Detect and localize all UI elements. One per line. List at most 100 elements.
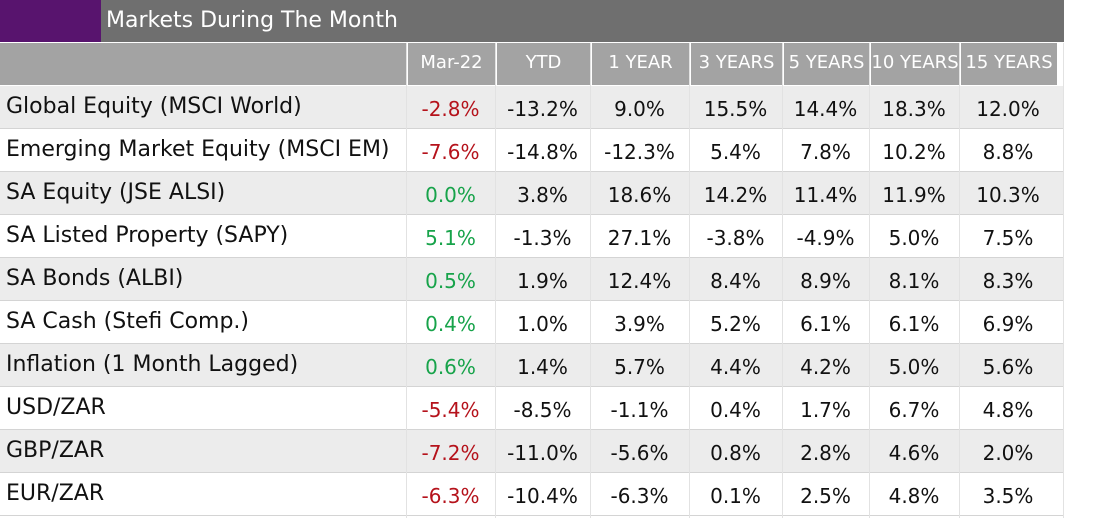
month-return-cell: -7.6% (421, 140, 480, 164)
column-header: YTD (495, 43, 590, 85)
return-cell: 18.3% (882, 97, 946, 121)
month-return-cell: 0.5% (425, 269, 476, 293)
table-row: SA Listed Property (SAPY) 5.1% -1.3% 27.1% -… (0, 215, 1064, 258)
return-cell: 5.0% (888, 355, 940, 379)
return-cell: 4.2% (800, 355, 851, 379)
return-cell: 11.4% (793, 183, 858, 207)
month-return-cell: 0.6% (425, 355, 476, 379)
return-cell: 2.5% (800, 484, 851, 508)
column-header: Mar-22 (406, 43, 495, 85)
return-cell: -3.8% (706, 226, 765, 250)
grid-divider (1063, 43, 1064, 518)
return-cell: 4.8% (982, 398, 1034, 422)
header-blank-cell (0, 43, 406, 85)
return-cell: 12.4% (607, 269, 672, 293)
column-header: 1 YEAR (590, 43, 689, 85)
return-cell: 1.7% (800, 398, 851, 422)
return-cell: -11.0% (507, 441, 578, 465)
return-cell: 1.9% (517, 269, 568, 293)
return-cell: 9.0% (614, 97, 665, 121)
return-cell: -14.8% (507, 140, 578, 164)
row-label: Global Equity (MSCI World) (6, 94, 302, 119)
table-title: Markets During The Month (106, 8, 398, 33)
month-return-cell: 0.4% (425, 312, 476, 336)
row-label: EUR/ZAR (6, 481, 105, 506)
return-cell: 10.3% (976, 183, 1040, 207)
row-label: SA Equity (JSE ALSI) (6, 180, 226, 205)
return-cell: 0.1% (710, 484, 761, 508)
grid-divider (406, 43, 407, 518)
return-cell: 5.6% (982, 355, 1034, 379)
grid-divider (590, 43, 591, 518)
column-header: 5 YEARS (782, 43, 869, 85)
return-cell: 8.4% (710, 269, 761, 293)
return-cell: -10.4% (507, 484, 578, 508)
return-cell: 7.5% (982, 226, 1034, 250)
month-return-cell: -2.8% (421, 97, 480, 121)
return-cell: 4.8% (888, 484, 940, 508)
return-cell: 18.6% (607, 183, 672, 207)
return-cell: 3.5% (982, 484, 1034, 508)
row-label: Emerging Market Equity (MSCI EM) (6, 137, 390, 162)
return-cell: -13.2% (507, 97, 578, 121)
return-cell: -4.9% (796, 226, 855, 250)
row-label: Inflation (1 Month Lagged) (6, 352, 299, 377)
table-row: SA Bonds (ALBI) 0.5% 1.9% 12.4% 8.4% 8.9% 8.1%… (0, 258, 1064, 301)
return-cell: 4.4% (710, 355, 761, 379)
return-cell: 14.4% (793, 97, 858, 121)
table-row: GBP/ZAR -7.2% -11.0% -5.6% 0.8% 2.8% 4.6% 2.0% (0, 430, 1064, 473)
return-cell: 12.0% (976, 97, 1040, 121)
grid-divider (869, 43, 870, 518)
return-cell: 8.1% (888, 269, 940, 293)
return-cell: 1.4% (517, 355, 568, 379)
row-label: SA Cash (Stefi Comp.) (6, 309, 250, 334)
return-cell: 15.5% (703, 97, 768, 121)
table-row: SA Equity (JSE ALSI) 0.0% 3.8% 18.6% 14.2% 11… (0, 172, 1064, 215)
column-header-row: Mar-22 YTD 1 YEAR 3 YEARS 5 YEARS 10 YEARS 15 … (0, 43, 1064, 85)
return-cell: 1.0% (517, 312, 568, 336)
return-cell: -6.3% (610, 484, 669, 508)
return-cell: -8.5% (513, 398, 572, 422)
return-cell: 5.4% (710, 140, 761, 164)
return-cell: 0.4% (710, 398, 761, 422)
month-return-cell: 0.0% (425, 183, 476, 207)
return-cell: 5.0% (888, 226, 940, 250)
month-return-cell: -5.4% (421, 398, 480, 422)
return-cell: 10.2% (882, 140, 946, 164)
return-cell: 2.8% (800, 441, 851, 465)
return-cell: 14.2% (703, 183, 768, 207)
return-cell: 6.7% (888, 398, 940, 422)
column-header: 3 YEARS (689, 43, 782, 85)
return-cell: 3.9% (614, 312, 665, 336)
month-return-cell: -7.2% (421, 441, 480, 465)
column-header: 15 YEARS (959, 43, 1057, 85)
return-cell: 7.8% (800, 140, 851, 164)
return-cell: 5.7% (614, 355, 665, 379)
return-cell: 3.8% (517, 183, 568, 207)
return-cell: -1.1% (610, 398, 669, 422)
row-label: SA Listed Property (SAPY) (6, 223, 289, 248)
return-cell: 8.3% (982, 269, 1034, 293)
return-cell: 5.2% (710, 312, 761, 336)
grid-divider (782, 43, 783, 518)
return-cell: -1.3% (513, 226, 572, 250)
return-cell: 27.1% (607, 226, 672, 250)
return-cell: 8.8% (982, 140, 1034, 164)
title-accent-block (0, 0, 101, 42)
row-label: USD/ZAR (6, 395, 106, 420)
table-row: EUR/ZAR -6.3% -10.4% -6.3% 0.1% 2.5% 4.8% 3.5% (0, 473, 1064, 516)
grid-divider (495, 43, 496, 518)
grid-divider (959, 43, 960, 518)
return-cell: 2.0% (982, 441, 1034, 465)
grid-divider (689, 43, 690, 518)
return-cell: -5.6% (610, 441, 669, 465)
row-label: GBP/ZAR (6, 438, 105, 463)
table-row: SA Cash (Stefi Comp.) 0.4% 1.0% 3.9% 5.2% 6.1… (0, 301, 1064, 344)
return-cell: 0.8% (710, 441, 761, 465)
table-row: Inflation (1 Month Lagged) 0.6% 1.4% 5.7% 4.… (0, 344, 1064, 387)
table-row: USD/ZAR -5.4% -8.5% -1.1% 0.4% 1.7% 6.7% 4.8% (0, 387, 1064, 430)
table-row: Emerging Market Equity (MSCI EM) -7.6% -14… (0, 129, 1064, 172)
return-cell: 6.1% (800, 312, 851, 336)
column-header: 10 YEARS (869, 43, 959, 85)
table-row: Global Equity (MSCI World) -2.8% -13.2% 9.0… (0, 86, 1064, 129)
